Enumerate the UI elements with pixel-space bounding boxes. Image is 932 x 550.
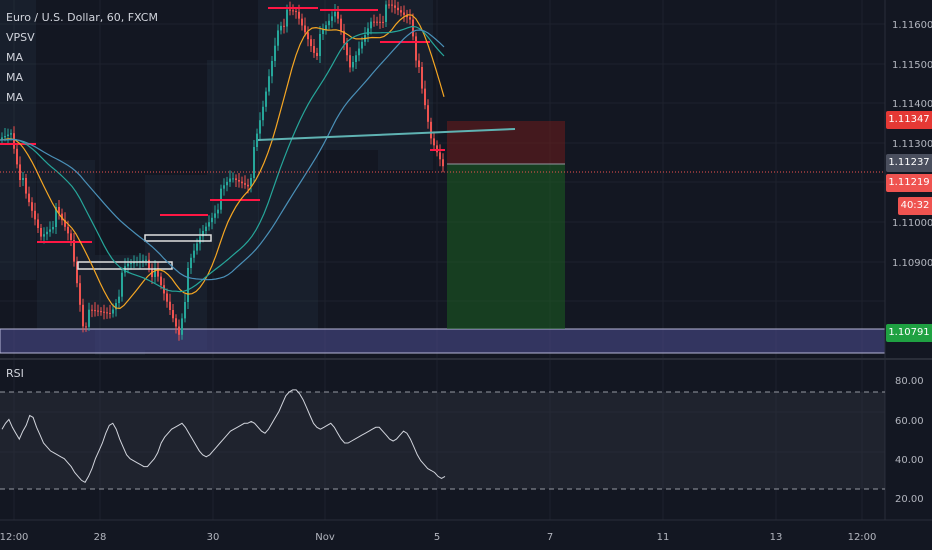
target-price-label: 1.10791 (886, 324, 932, 342)
price-tick: 1.10900 (892, 258, 932, 269)
price-tick: 1.11600 (892, 20, 932, 31)
price-tick: 1.11500 (892, 60, 932, 71)
chart-legend: Euro / U.S. Dollar, 60, FXCM VPSV MA MA … (6, 8, 158, 108)
time-tick: 12:00 (848, 532, 877, 543)
entry-price-label: 1.11237 (886, 154, 932, 172)
time-tick: 11 (657, 532, 670, 543)
volume-profile (0, 0, 433, 355)
price-tick: 1.11300 (892, 139, 932, 150)
time-tick: Nov (315, 532, 335, 543)
rsi-tick: 20.00 (895, 494, 924, 505)
indicator-vpsv[interactable]: VPSV (6, 31, 35, 44)
symbol-title[interactable]: Euro / U.S. Dollar, 60, FXCM (6, 11, 158, 24)
rsi-tick: 40.00 (895, 455, 924, 466)
time-tick: 28 (94, 532, 107, 543)
time-tick: 13 (770, 532, 783, 543)
time-tick: 12:00 (0, 532, 28, 543)
last-price-label: 1.11219 (886, 174, 932, 192)
rsi-tick: 80.00 (895, 376, 924, 387)
stop-price-label: 1.11347 (886, 111, 932, 129)
rsi-tick: 60.00 (895, 416, 924, 427)
moving-averages (0, 14, 445, 310)
rsi-line (1, 389, 446, 483)
time-axis[interactable]: 12:00 28 30 Nov 5 7 11 13 12:00 (0, 532, 876, 543)
rsi-title[interactable]: RSI (6, 367, 24, 380)
price-axis[interactable]: 1.116001.115001.114001.113001.111001.110… (892, 20, 932, 269)
support-zone[interactable] (0, 328, 886, 354)
loss-area[interactable] (447, 121, 565, 164)
trend-line[interactable] (257, 128, 516, 141)
indicator-ma-2[interactable]: MA (6, 71, 24, 84)
candles (0, 0, 445, 341)
price-tick: 1.11400 (892, 99, 932, 110)
profit-area[interactable] (447, 164, 565, 329)
rsi-axis: 80.00 60.00 40.00 20.00 (895, 376, 924, 505)
rsi-band (0, 392, 885, 489)
time-tick: 5 (434, 532, 440, 543)
time-tick: 7 (547, 532, 553, 543)
time-tick: 30 (207, 532, 220, 543)
price-tick: 1.11000 (892, 218, 932, 229)
indicator-ma-1[interactable]: MA (6, 51, 24, 64)
indicator-ma-3[interactable]: MA (6, 91, 24, 104)
countdown-label: 40:32 (898, 197, 932, 215)
